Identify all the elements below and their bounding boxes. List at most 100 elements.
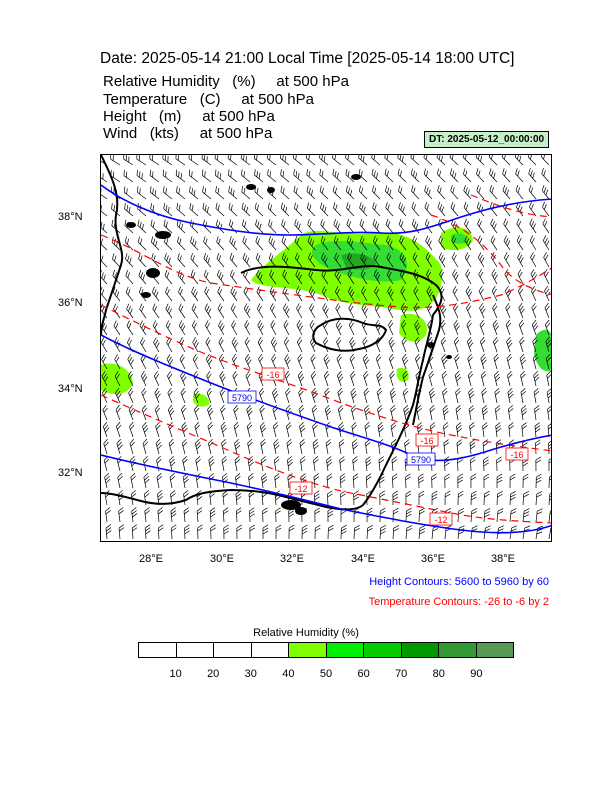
wind-barb	[453, 319, 460, 336]
wind-barb	[400, 286, 407, 302]
wind-barb	[179, 354, 186, 370]
wind-barb	[281, 235, 290, 251]
wind-barb	[257, 337, 264, 353]
wind-barb	[165, 303, 173, 319]
wind-barb	[153, 337, 160, 353]
wind-barb	[167, 387, 173, 404]
wind-barb	[249, 507, 255, 523]
wind-barb	[548, 439, 551, 455]
wind-barb	[522, 491, 530, 506]
wind-barb	[476, 185, 485, 200]
wind-barb	[337, 387, 343, 404]
wind-barb	[418, 490, 425, 506]
lon-tick: 38°E	[491, 553, 515, 565]
wind-barb	[353, 507, 360, 523]
wind-barb	[101, 286, 108, 302]
wind-barb	[514, 155, 524, 166]
temperature-contour	[470, 194, 551, 218]
wind-barb	[205, 337, 212, 353]
wind-barb	[288, 524, 295, 540]
wind-barb	[522, 473, 529, 489]
wind-barb	[345, 155, 355, 166]
wind-barb	[260, 456, 267, 472]
wind-barb	[366, 524, 373, 540]
wind-barb	[547, 405, 551, 421]
svg-text:5790: 5790	[411, 455, 431, 465]
wind-barb	[130, 473, 136, 489]
wind-barb	[102, 387, 108, 404]
wind-barb	[477, 218, 485, 234]
wind-barb	[457, 525, 465, 540]
wind-barb	[190, 269, 199, 285]
wind-barb	[149, 169, 160, 183]
wind-barb	[438, 252, 446, 268]
wind-barb	[463, 185, 472, 200]
wind-barb	[509, 490, 516, 506]
wind-barb	[296, 303, 303, 319]
wind-barb	[361, 286, 368, 302]
wind-barb	[171, 524, 177, 540]
wind-barb	[126, 320, 134, 336]
wind-barb	[233, 404, 239, 421]
wind-barb	[529, 218, 537, 234]
field-unit: (%)	[232, 73, 256, 90]
wind-barb	[168, 421, 174, 438]
wind-barb	[248, 473, 254, 489]
wind-barb	[129, 438, 135, 455]
wind-barb	[442, 387, 448, 404]
island	[351, 174, 361, 180]
wind-barb	[175, 169, 186, 183]
wind-barb	[104, 472, 111, 489]
wind-barb	[457, 508, 465, 523]
wind-barb	[275, 524, 282, 540]
wind-barb	[149, 155, 160, 166]
wind-barb	[428, 370, 434, 387]
wind-barb	[385, 218, 394, 234]
wind-barb	[453, 303, 459, 319]
wind-barb	[542, 235, 550, 251]
wind-barb	[101, 253, 108, 268]
wind-barb	[349, 353, 355, 370]
wind-barb	[255, 219, 264, 234]
svg-text:5790: 5790	[232, 393, 252, 403]
wind-barb	[240, 155, 251, 166]
wind-barb	[138, 253, 147, 268]
wind-barb	[197, 524, 203, 540]
wind-barb	[229, 252, 238, 268]
wind-barb	[418, 473, 424, 489]
wind-barb	[350, 370, 356, 387]
wind-barb	[256, 286, 264, 302]
wind-barb	[518, 302, 525, 319]
wind-barb	[306, 168, 316, 183]
wind-barb	[310, 353, 316, 370]
wind-barb	[209, 507, 216, 523]
wind-barb	[242, 252, 251, 268]
wind-barb	[324, 404, 332, 421]
wind-barb	[194, 404, 200, 421]
wind-barb	[479, 302, 486, 319]
wind-barb	[307, 235, 316, 251]
wind-barb	[129, 421, 135, 438]
wind-barb	[178, 303, 186, 319]
wind-barb	[546, 370, 551, 387]
wind-barb	[431, 473, 437, 489]
wind-barb	[480, 353, 487, 370]
wind-barb	[103, 455, 110, 472]
wind-barb	[423, 168, 433, 183]
wind-barb	[308, 286, 316, 302]
wind-barb	[268, 219, 277, 234]
wind-barb	[169, 473, 176, 489]
wind-barb	[190, 253, 199, 268]
wind-barb	[470, 473, 477, 489]
wind-barb	[515, 184, 524, 200]
wind-barb	[548, 491, 551, 506]
wind-barb	[377, 404, 383, 421]
wind-barb	[371, 155, 381, 166]
wind-barb	[286, 456, 293, 472]
wind-barb	[506, 336, 513, 353]
wind-barb	[325, 439, 332, 455]
wind-barb	[176, 219, 186, 234]
wind-barb	[346, 219, 355, 234]
wind-barb	[321, 286, 329, 302]
island	[295, 507, 307, 515]
